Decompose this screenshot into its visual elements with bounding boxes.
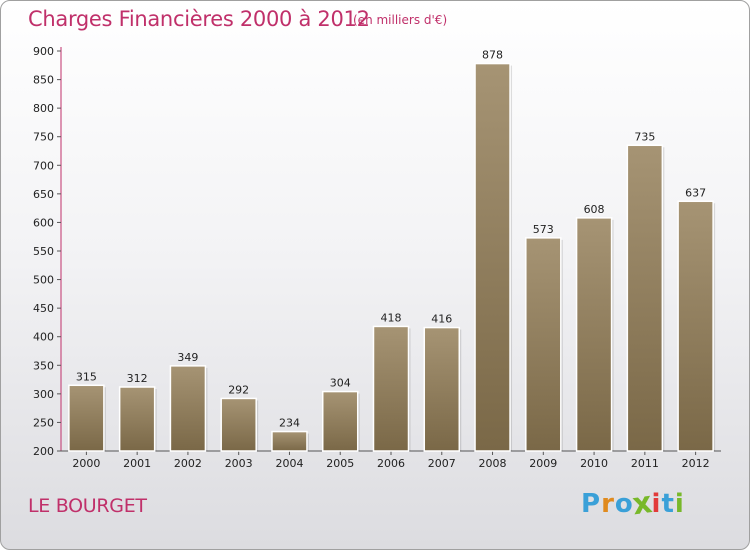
x-tick-label: 2003 — [225, 457, 253, 470]
chart-axes: 200 250 300 350 400 450 500 550 600 650 700 750 800 8… — [33, 45, 721, 458]
bar-2002 — [169, 365, 207, 452]
bar-2007 — [423, 326, 461, 452]
value-label: 735 — [634, 130, 655, 143]
x-tick-label: 2011 — [631, 457, 659, 470]
bar-2001 — [118, 386, 156, 452]
x-tick-label: 2005 — [326, 457, 354, 470]
y-tick-label: 800 — [33, 102, 54, 115]
value-label: 292 — [228, 383, 249, 396]
y-tick-label: 400 — [33, 331, 54, 344]
bar-2003 — [220, 397, 257, 452]
value-label: 416 — [431, 313, 452, 326]
bar-2004 — [271, 430, 308, 452]
y-tick-label: 900 — [33, 45, 54, 58]
value-label: 315 — [76, 370, 97, 383]
value-label: 349 — [177, 351, 198, 364]
chart-bars — [68, 62, 716, 452]
proxiti-logo: Proxiti — [581, 485, 685, 522]
x-tick-label: 2010 — [580, 457, 608, 470]
bar-2000 — [68, 384, 105, 452]
x-tick-label: 2012 — [682, 457, 710, 470]
chart-labels: 315 2000 312 2001 349 2002 292 2003 234 2004 304 20… — [72, 49, 709, 470]
y-tick-label: 200 — [33, 445, 54, 458]
value-label: 234 — [279, 417, 300, 430]
y-tick-label: 300 — [33, 388, 54, 401]
x-tick-label: 2000 — [72, 457, 100, 470]
x-tick-label: 2009 — [529, 457, 557, 470]
x-tick-label: 2006 — [377, 457, 405, 470]
value-label: 418 — [381, 311, 402, 324]
bar-2009 — [525, 237, 562, 452]
x-tick-label: 2001 — [123, 457, 151, 470]
value-label: 878 — [482, 49, 503, 62]
logo-letter: i — [674, 489, 685, 519]
logo-letter: t — [661, 489, 675, 519]
logo-letter: o — [614, 489, 634, 519]
x-tick-label: 2004 — [275, 457, 303, 470]
logo-letter: x — [630, 485, 656, 523]
bar-2005 — [321, 390, 359, 452]
y-tick-label: 700 — [33, 159, 54, 172]
value-label: 608 — [584, 203, 605, 216]
chart-title: Charges Financières 2000 à 2012 — [28, 7, 370, 31]
y-tick-label: 350 — [33, 359, 54, 372]
x-tick-label: 2007 — [428, 457, 456, 470]
bar-2010 — [575, 217, 613, 452]
x-tick-label: 2002 — [174, 457, 202, 470]
y-tick-label: 450 — [33, 302, 54, 315]
y-tick-label: 550 — [33, 245, 54, 258]
logo-letter: r — [601, 489, 615, 519]
value-label: 573 — [533, 223, 554, 236]
value-label: 312 — [127, 372, 148, 385]
logo-letter: P — [581, 489, 602, 519]
y-tick-label: 250 — [33, 416, 54, 429]
bar-2011 — [626, 144, 664, 452]
chart-subtitle: (en milliers d'€) — [353, 13, 448, 27]
y-tick-label: 750 — [33, 131, 54, 144]
bar-2012 — [677, 200, 714, 452]
logo-letter: i — [651, 489, 662, 519]
x-tick-label: 2008 — [479, 457, 507, 470]
value-label: 304 — [330, 377, 351, 390]
y-tick-label: 650 — [33, 188, 54, 201]
y-tick-label: 850 — [33, 74, 54, 87]
value-label: 637 — [685, 186, 706, 199]
bar-2006 — [372, 325, 410, 452]
y-tick-label: 600 — [33, 216, 54, 229]
bar-2008 — [474, 62, 511, 452]
y-tick-label: 500 — [33, 274, 54, 287]
commune-name: LE BOURGET — [28, 495, 147, 517]
